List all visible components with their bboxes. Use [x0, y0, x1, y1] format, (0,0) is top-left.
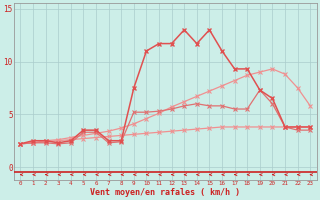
X-axis label: Vent moyen/en rafales ( km/h ): Vent moyen/en rafales ( km/h )	[90, 188, 240, 197]
